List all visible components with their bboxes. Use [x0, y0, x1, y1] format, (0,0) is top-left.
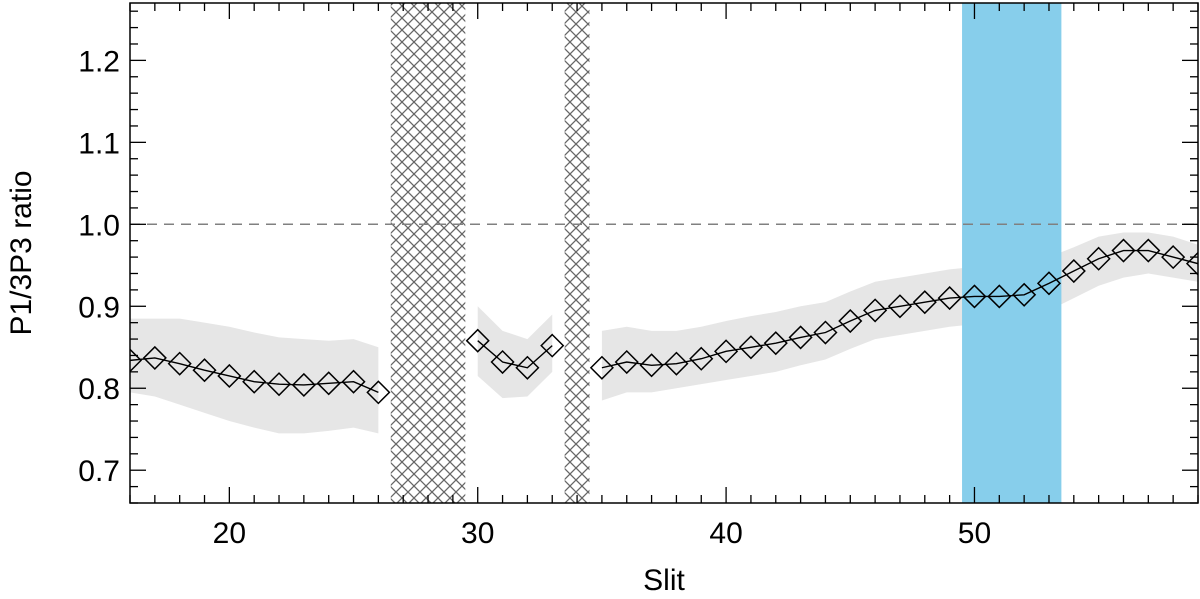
data-point — [863, 298, 888, 323]
x-tick-label: 50 — [958, 517, 991, 550]
data-point — [962, 284, 987, 309]
y-tick-label: 1.2 — [78, 45, 120, 78]
data-point — [1136, 238, 1161, 263]
uncertainty-band-2 — [477, 306, 553, 399]
data-point — [937, 286, 962, 311]
data-point — [167, 351, 192, 376]
data-point — [192, 358, 217, 383]
data-point — [291, 372, 316, 398]
y-tick-label: 1.1 — [78, 127, 120, 160]
data-point — [838, 308, 863, 334]
data-point — [664, 351, 689, 376]
data-point — [515, 355, 540, 380]
highlight-region — [962, 3, 1062, 503]
y-tick-label: 0.8 — [78, 373, 120, 406]
x-tick-label: 30 — [461, 517, 494, 550]
data-point — [130, 348, 143, 373]
data-point — [266, 372, 292, 397]
data-point — [614, 349, 639, 375]
data-point — [465, 328, 490, 353]
data-point — [887, 294, 913, 319]
y-tick-label: 0.7 — [78, 455, 120, 488]
data-point — [589, 355, 614, 380]
series-markers — [130, 238, 1198, 405]
data-point — [1161, 245, 1186, 270]
series-line-2 — [477, 340, 553, 369]
data-point — [1012, 282, 1037, 307]
y-tick-label: 0.9 — [78, 291, 120, 324]
tick-labels: 20 30 40 50 0.7 0.8 0.9 1.0 1.1 1.2 — [78, 45, 991, 550]
y-axis-label: P1/3P3 ratio — [5, 170, 38, 335]
plot-area — [130, 3, 1198, 503]
data-point — [763, 331, 788, 356]
data-point — [912, 290, 937, 315]
data-point — [788, 325, 813, 350]
data-point — [639, 353, 664, 378]
data-point — [813, 320, 838, 345]
data-point — [316, 371, 341, 396]
data-point — [490, 349, 515, 375]
data-point — [1036, 271, 1062, 296]
data-point — [738, 335, 763, 360]
x-axis-label: Slit — [643, 564, 685, 597]
plot-frame — [129, 2, 1199, 504]
data-point — [366, 380, 391, 405]
data-point — [987, 284, 1012, 309]
x-tick-label: 40 — [709, 517, 742, 550]
uncertainty-band-1 — [130, 318, 379, 434]
data-point — [242, 369, 267, 394]
data-point — [142, 345, 167, 370]
hatched-region-1 — [390, 3, 466, 503]
data-point — [689, 346, 714, 371]
series-line-3 — [601, 249, 1198, 369]
x-tick-label: 20 — [213, 517, 246, 550]
data-point — [1111, 238, 1136, 263]
data-point — [217, 363, 242, 389]
data-point — [341, 369, 366, 394]
hatched-region-2 — [564, 3, 590, 503]
data-point — [1185, 251, 1198, 276]
y-tick-label: 1.0 — [78, 209, 120, 242]
data-point — [1086, 246, 1111, 271]
highlight-band — [962, 3, 1062, 503]
data-point — [540, 333, 565, 358]
data-point — [714, 339, 739, 364]
axis-ticks — [129, 3, 1199, 504]
data-point — [1061, 258, 1086, 284]
hatched-regions — [390, 3, 590, 503]
